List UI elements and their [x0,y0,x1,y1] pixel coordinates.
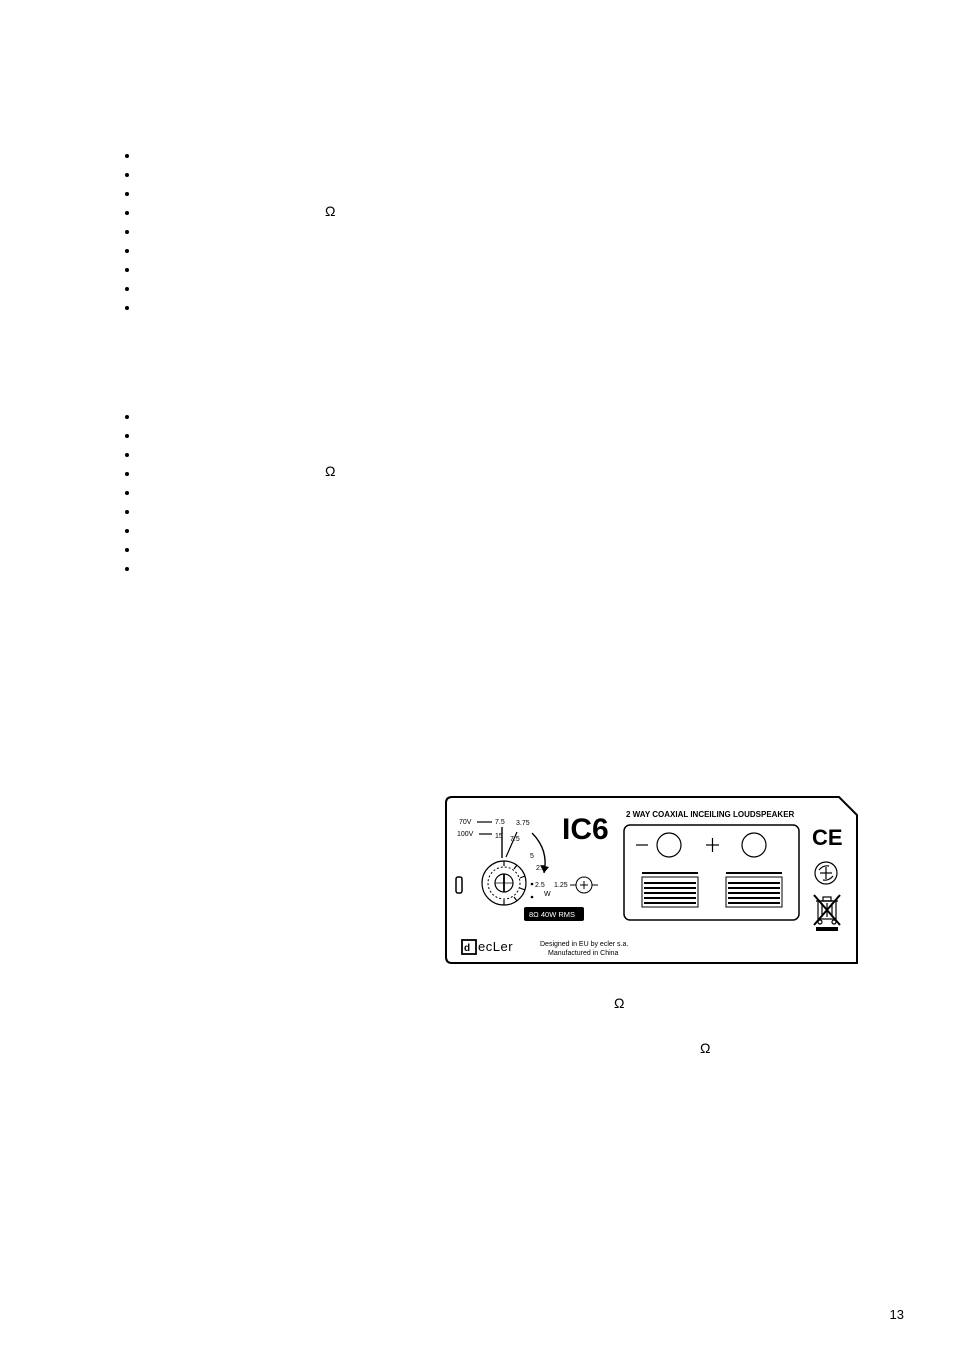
brand-logo: d ecLer [462,939,513,954]
page-number: 13 [890,1307,904,1322]
svg-text:15: 15 [495,833,503,840]
impedance-label: 8Ω 40W RMS [529,910,575,919]
omega-symbol-3: Ω [614,995,624,1011]
omega-symbol-2: Ω [325,463,335,479]
svg-text:3.75: 3.75 [516,820,530,827]
voltage-70-label: 70V [459,819,472,826]
svg-text:d: d [464,943,470,954]
svg-text:ecLer: ecLer [478,939,513,954]
model-name: IC6 [562,813,609,846]
product-title: 2 WAY COAXIAL INCEILING LOUDSPEAKER [626,810,795,819]
omega-symbol-4: Ω [700,1040,710,1056]
svg-text:1.25: 1.25 [554,882,568,889]
diagram-svg: 70V 7.5 100V 15 7.5 3.75 5 2.5 2.5 1.25 … [444,795,859,967]
design-line-1: Designed in EU by ecler s.a. [540,941,628,948]
bullet-list-1 [120,146,140,317]
design-line-2: Manufactured in China [548,950,619,957]
page-body: Ω Ω [0,0,954,1352]
ce-mark-icon: CE [812,825,843,850]
svg-text:W: W [544,891,551,898]
svg-text:7.5: 7.5 [510,836,520,843]
svg-text:5: 5 [530,853,534,860]
svg-text:7.5: 7.5 [495,819,505,826]
svg-text:2.5: 2.5 [535,882,545,889]
compliance-icon [815,862,837,884]
omega-symbol-1: Ω [325,203,335,219]
product-label-diagram: 70V 7.5 100V 15 7.5 3.75 5 2.5 2.5 1.25 … [444,795,859,965]
svg-text:2.5: 2.5 [536,865,546,872]
voltage-100-label: 100V [457,831,474,838]
weee-icon [814,895,840,931]
bullet-list-2 [120,407,140,578]
